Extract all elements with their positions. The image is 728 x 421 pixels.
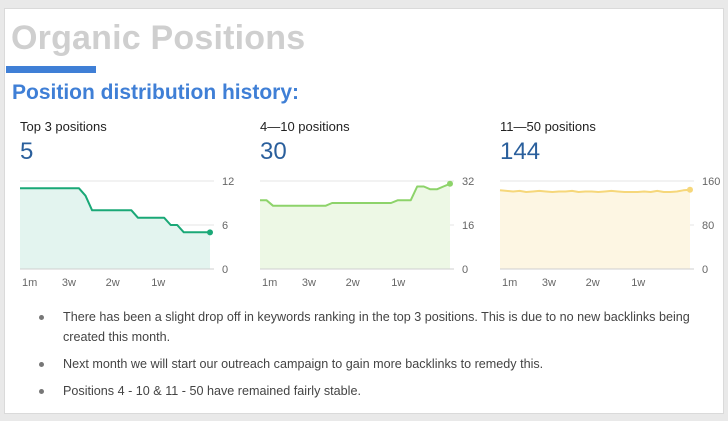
x-tick-label: 2w [586,277,600,289]
page-title: Organic Positions [11,19,306,57]
x-tick-label: 3w [62,277,76,289]
y-tick-label: 0 [702,264,708,276]
y-tick-label: 80 [702,220,714,232]
series-line [260,182,451,207]
x-tick-label: 1m [22,277,37,289]
chart-title: Top 3 positions [20,119,107,134]
x-tick-label: 1w [391,277,405,289]
notes-list: There has been a slight drop off in keyw… [37,307,697,408]
chart-title: 11—50 positions [500,119,596,134]
chart-top-3-positions: Top 3 positions 5 12 6 0 1m 3w 2w 1w [20,119,234,299]
chart-4-10-positions: 4—10 positions 30 32 16 0 1m 3w 2w 1w [260,119,474,299]
bullet-icon [39,315,44,320]
y-tick-label: 160 [702,176,720,188]
chart-current-value: 30 [260,138,287,165]
x-tick-label: 1w [151,277,165,289]
note-text: There has been a slight drop off in keyw… [63,310,690,344]
x-tick-label: 3w [542,277,556,289]
x-tick-label: 3w [302,277,316,289]
last-point-marker [207,229,213,236]
y-tick-label: 6 [222,220,228,232]
series-area [20,188,210,269]
series-line [499,188,691,193]
y-tick-label: 0 [222,264,228,276]
bullet-icon [39,362,44,367]
x-tick-label: 1m [262,277,277,289]
x-tick-label: 1w [631,277,645,289]
x-tick-label: 2w [106,277,120,289]
chart-current-value: 5 [20,138,34,165]
x-tick-label: 2w [346,277,360,289]
report-panel: Organic Positions Position distribution … [4,8,724,414]
note-text: Positions 4 - 10 & 11 - 50 have remained… [63,384,361,398]
bullet-icon [39,389,44,394]
x-tick-label: 1m [502,277,517,289]
y-tick-label: 12 [222,176,234,188]
chart-svg: 12 6 0 1m 3w 2w 1w [20,176,234,289]
note-item: There has been a slight drop off in keyw… [37,307,697,347]
y-tick-label: 0 [462,264,468,276]
series-line [20,187,210,234]
chart-svg: 32 16 0 1m 3w 2w 1w [260,176,474,289]
last-point-marker [447,180,453,187]
last-point-marker [687,186,693,193]
title-accent-bar [6,66,96,73]
note-item: Positions 4 - 10 & 11 - 50 have remained… [37,381,697,401]
chart-svg: 160 80 0 1m 3w 2w 1w [499,176,720,289]
note-item: Next month we will start our outreach ca… [37,354,697,374]
y-tick-label: 32 [462,176,474,188]
chart-11-50-positions: 11—50 positions 144 160 80 0 1m 3w 2w 1w [499,119,720,299]
chart-title: 4—10 positions [260,119,350,134]
series-area [260,183,450,269]
series-area [500,189,690,269]
section-title: Position distribution history: [12,81,299,104]
note-text: Next month we will start our outreach ca… [63,357,544,371]
chart-current-value: 144 [500,138,541,165]
y-tick-label: 16 [462,220,474,232]
